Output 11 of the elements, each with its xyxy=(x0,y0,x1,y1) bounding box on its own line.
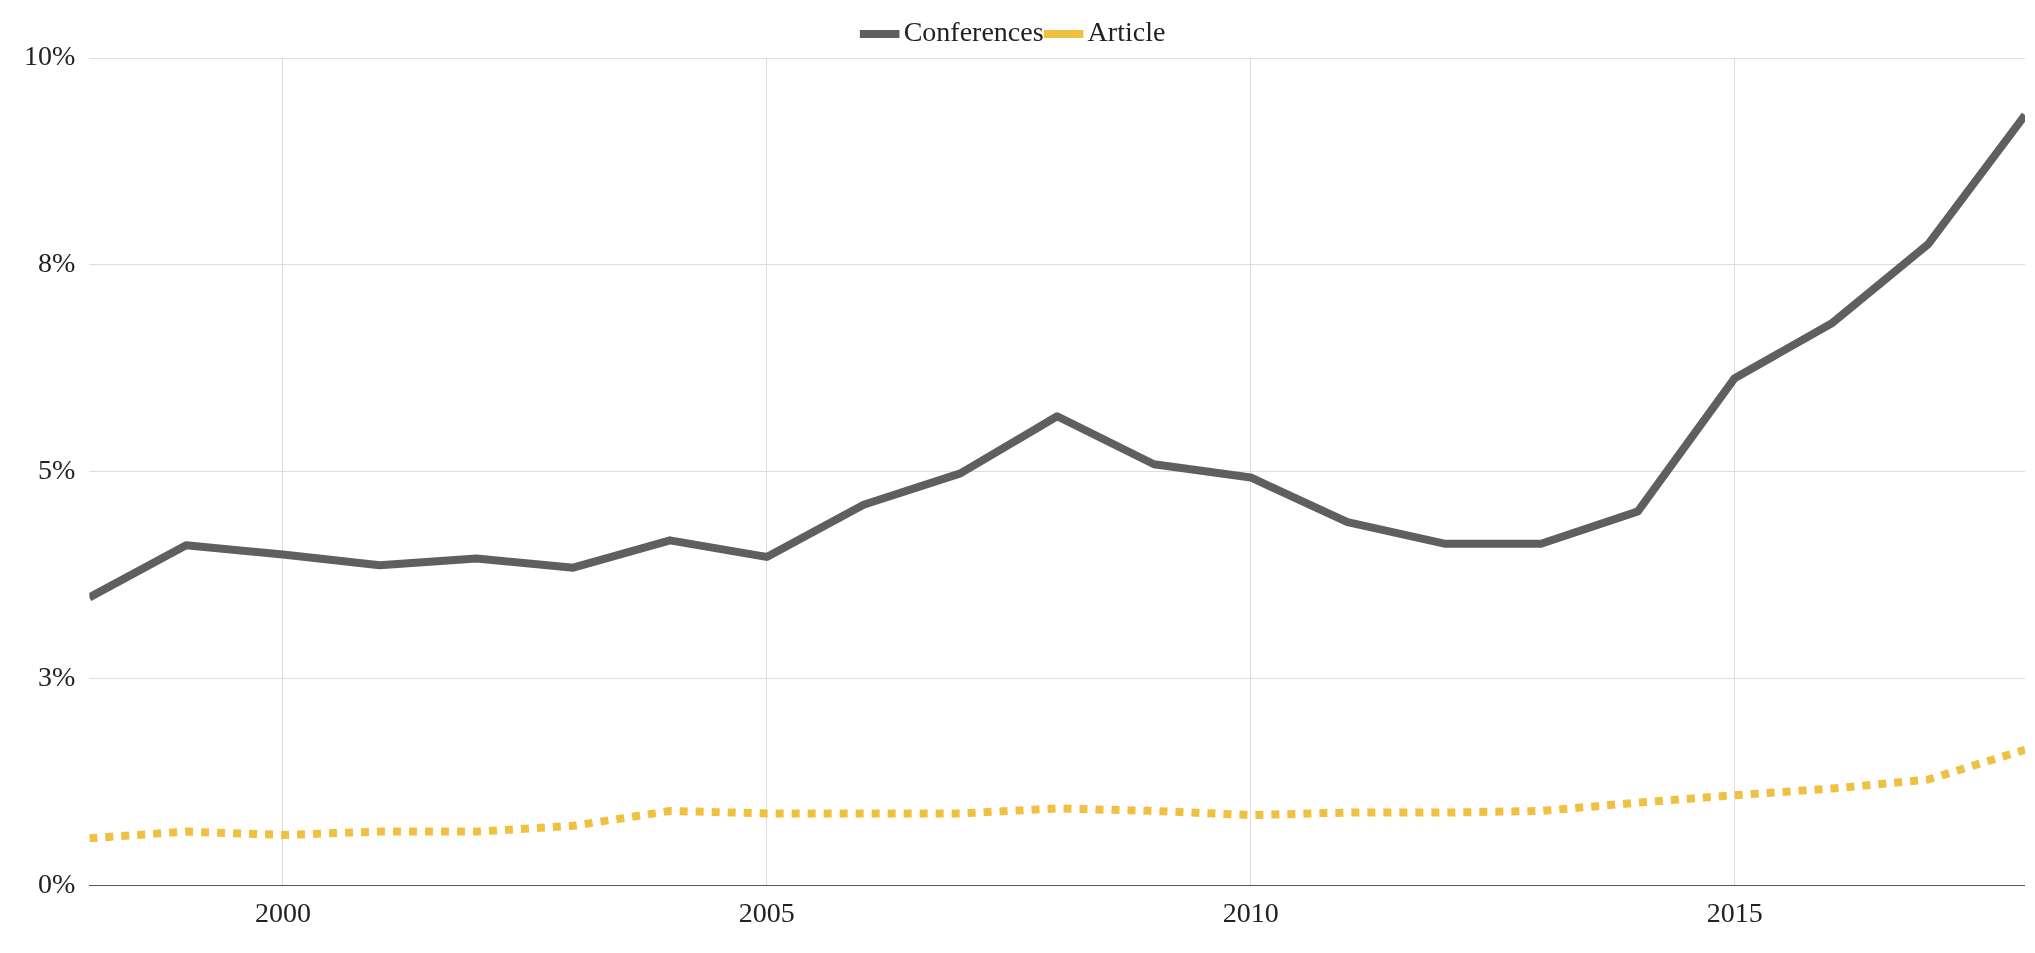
x-tick-label: 2005 xyxy=(738,896,795,928)
y-tick-label: 5% xyxy=(38,454,76,486)
x-tick-label: 2010 xyxy=(1222,896,1279,928)
legend-label: Article xyxy=(1087,16,1166,48)
x-tick-label: 2000 xyxy=(254,896,311,928)
y-tick-label: 0% xyxy=(38,867,76,899)
legend-label: Conferences xyxy=(903,16,1044,48)
x-tick-label: 2015 xyxy=(1706,896,1763,928)
y-tick-label: 3% xyxy=(38,660,76,692)
y-tick-label: 8% xyxy=(38,247,76,279)
y-tick-label: 10% xyxy=(24,40,76,72)
